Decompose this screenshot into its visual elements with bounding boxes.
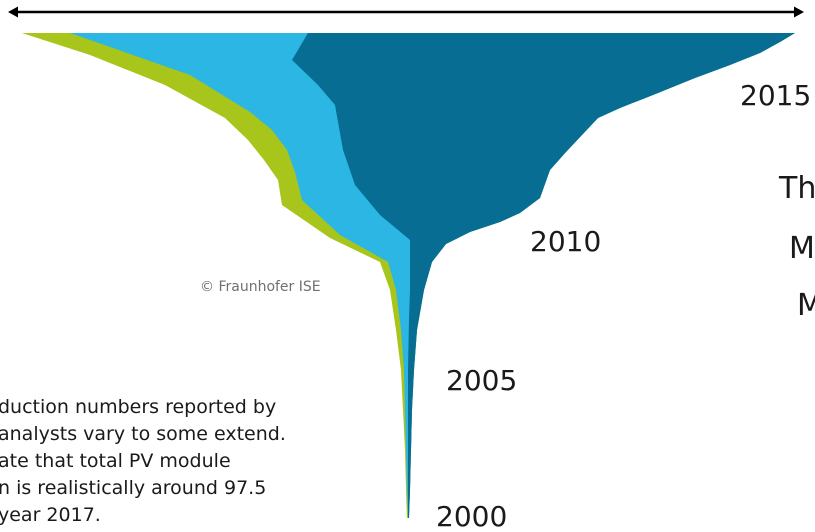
- side-text-line-3: M: [797, 288, 815, 323]
- timeline-arrow: [8, 6, 804, 18]
- year-label-2000: 2000: [436, 500, 507, 532]
- note-line-3: ate that total PV module: [0, 450, 231, 472]
- timeline-arrowhead-right: [794, 6, 804, 18]
- copyright-label: © Fraunhofer ISE: [200, 279, 321, 295]
- stream-area-dark-blue: [292, 33, 795, 518]
- timeline-arrowhead-left: [8, 6, 18, 18]
- note-text: duction numbers reported by analysts var…: [0, 396, 286, 526]
- side-text-line-2: M: [789, 231, 815, 266]
- year-label-2005: 2005: [446, 364, 517, 397]
- year-label-2015: 2015: [740, 79, 811, 112]
- note-line-4: n is realistically around 97.5: [0, 477, 266, 499]
- stream-areas: [22, 33, 795, 518]
- note-line-2: analysts vary to some extend.: [0, 423, 286, 445]
- note-line-1: duction numbers reported by: [0, 396, 276, 418]
- year-label-2010: 2010: [530, 225, 601, 258]
- side-text-line-1: Th: [778, 171, 815, 206]
- note-line-5: year 2017.: [0, 504, 101, 526]
